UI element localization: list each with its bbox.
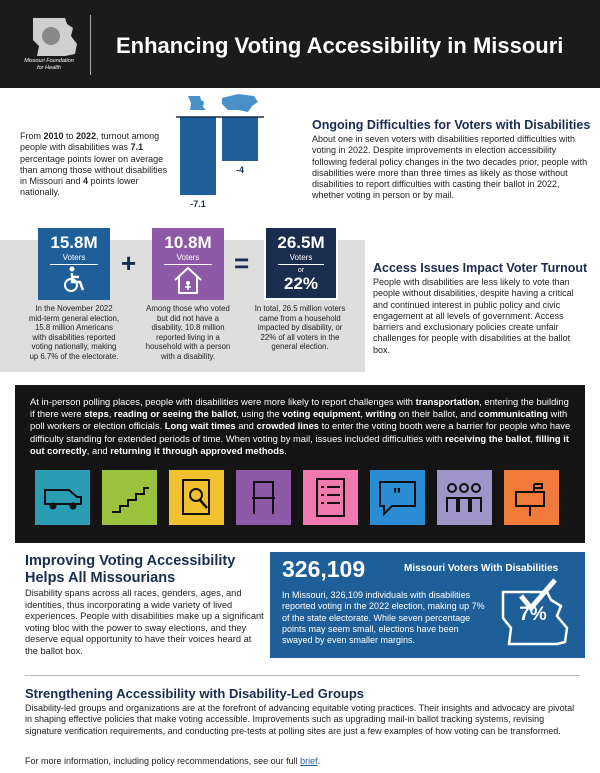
section-body: About one in seven voters with disabilit… xyxy=(312,134,588,201)
barriers-text: At in-person polling places, people with… xyxy=(30,396,575,457)
plus-sign: + xyxy=(121,248,137,278)
bar xyxy=(222,117,258,161)
section-heading: Access Issues Impact Voter Turnout xyxy=(373,261,588,275)
wheelchair-icon xyxy=(64,266,85,292)
bold-run: reading or seeing the ballot xyxy=(113,408,237,420)
text-run: , xyxy=(360,408,366,420)
bold-run: returning it through approved methods xyxy=(110,444,285,456)
section-body: Disability spans across all races, gende… xyxy=(25,588,264,656)
missouri-icon xyxy=(188,96,206,110)
icon-tile xyxy=(35,470,90,525)
text-run: , turnout among people with disabilities… xyxy=(20,131,160,153)
text-run: , and xyxy=(86,444,111,456)
bold-run: 2022 xyxy=(76,131,97,141)
missouri-check-icon xyxy=(501,578,569,646)
stat-caption: Among those who voted but did not have a… xyxy=(145,304,231,361)
link[interactable]: brief xyxy=(300,756,318,766)
text-run: . xyxy=(317,756,321,766)
us-icon xyxy=(222,94,258,112)
logo-line: for Health xyxy=(37,64,61,71)
equals-sign: = xyxy=(234,248,250,278)
text-run: , xyxy=(530,432,536,444)
logo-text: Missouri Foundation for Health xyxy=(14,58,84,71)
icon-tile: " xyxy=(370,470,425,525)
text-run: percentage points lower on average than … xyxy=(20,153,168,187)
text-run: , using the xyxy=(236,408,283,420)
bar-label: -7.1 xyxy=(190,199,206,209)
text-run: For more information, including policy r… xyxy=(25,756,301,766)
icon-tile xyxy=(102,470,157,525)
house-icon xyxy=(174,266,202,294)
turnout-text: From 2010 to 2022, turnout among people … xyxy=(20,131,172,199)
turnout-chart: -7.1 -4 xyxy=(176,94,264,209)
bold-run: 2010 xyxy=(43,131,64,141)
text-run: and xyxy=(235,420,257,432)
text-run: From xyxy=(20,131,44,141)
section-body: Disability-led groups and organizations … xyxy=(25,703,575,736)
text-run: , entering the building if there were xyxy=(30,396,569,420)
text-run: . xyxy=(284,444,287,456)
title: Enhancing Voting Accessibility in Missou… xyxy=(116,33,564,58)
bold-run: 7.1 xyxy=(130,142,144,153)
text-run: , xyxy=(108,408,114,420)
stat-box: 15.8M Voters xyxy=(38,228,110,300)
section-heading: Improving Voting Accessibility Helps All… xyxy=(25,553,235,587)
divider xyxy=(25,675,580,676)
section-heading: Ongoing Difficulties for Voters with Dis… xyxy=(312,118,591,132)
logo xyxy=(33,18,77,56)
stat-caption: In total, 26.5 million voters came from … xyxy=(254,304,346,352)
box-label: Missouri Voters With Disabilities xyxy=(404,563,559,574)
stat-unit: Voters xyxy=(164,253,212,265)
bold-run: transportation xyxy=(415,396,480,407)
stat-box: 10.8M Voters xyxy=(152,228,224,300)
stat-or: or xyxy=(297,267,305,274)
text-run: to enter the voting booth were a barrier… xyxy=(30,420,571,444)
icon-tile xyxy=(504,470,559,525)
bold-run: 4 xyxy=(83,176,89,187)
box-share: 7% xyxy=(519,604,547,625)
bold-run: communicating xyxy=(478,408,548,420)
divider xyxy=(90,15,91,75)
bold-run: crowded lines xyxy=(256,420,320,432)
more-info: For more information, including policy r… xyxy=(25,756,580,767)
heading-line: Improving Voting Accessibility xyxy=(25,553,236,569)
bold-run: filling it out correctly xyxy=(30,432,569,456)
bar xyxy=(180,117,216,196)
icon-tile xyxy=(169,470,224,525)
bar-label: -4 xyxy=(236,165,244,175)
stat-caption: In the November 2022 mid-term general el… xyxy=(28,304,120,361)
icon-tile xyxy=(236,470,291,525)
icon-tile xyxy=(303,470,358,525)
text-run: on their ballot, and xyxy=(396,408,479,420)
bold-run: receiving the ballot xyxy=(444,432,531,444)
stat-number: 10.8M xyxy=(164,233,212,252)
header-band xyxy=(0,0,600,88)
box-body: In Missouri, 326,109 individuals with di… xyxy=(282,590,485,646)
stat-box: 26.5M Voters or 22% xyxy=(264,226,338,300)
stat-number: 15.8M xyxy=(50,233,98,252)
text-run: with poll workers or election officials. xyxy=(30,408,568,432)
stat-share: 22% xyxy=(283,274,319,293)
text-run: points lower nationally. xyxy=(20,176,139,198)
section-body: People with disabilities are less likely… xyxy=(373,277,574,355)
bold-run: steps xyxy=(84,408,109,420)
stat-number: 26.5M xyxy=(277,233,325,252)
icon-tile xyxy=(437,470,492,525)
logo-line: Missouri Foundation xyxy=(24,58,74,64)
stat-unit: Voters xyxy=(278,253,324,265)
heading-line: Helps All Missourians xyxy=(25,570,176,586)
section-heading: Strengthening Accessibility with Disabil… xyxy=(25,686,365,701)
svg-text:": " xyxy=(393,485,402,505)
bold-run: writing xyxy=(365,408,397,420)
text-run: At in-person polling places, people with… xyxy=(30,396,416,407)
stat-unit: Voters xyxy=(50,253,98,265)
box-number: 326,109 xyxy=(282,556,366,582)
bold-run: voting equipment xyxy=(282,408,361,420)
text-run: to xyxy=(63,131,77,141)
bold-run: Long wait times xyxy=(164,420,236,432)
